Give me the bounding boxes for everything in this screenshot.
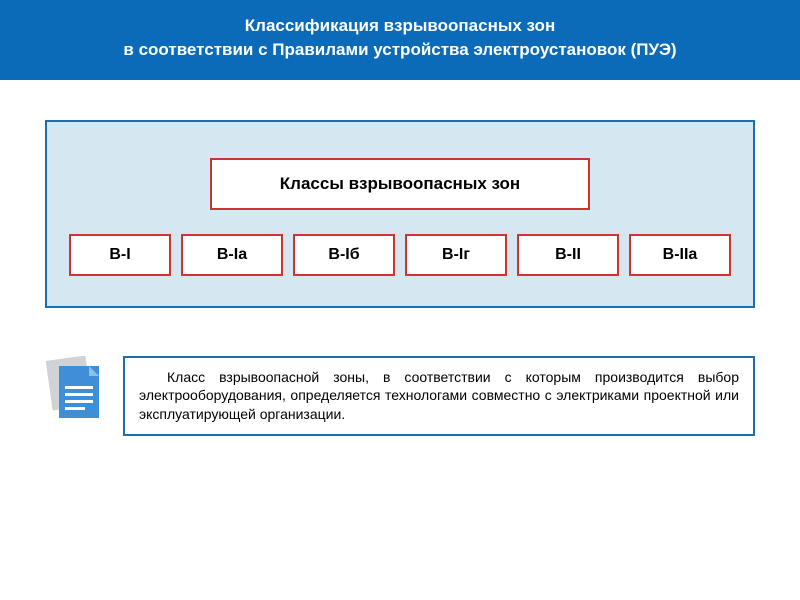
main-panel: Классы взрывоопасных зон В-I В-Iа В-Iб В… (45, 120, 755, 308)
header-line-2: в соответствии с Правилами устройства эл… (20, 38, 780, 62)
footer-area: Класс взрывоопасной зоны, в соответствии… (45, 356, 755, 437)
header-line-1: Классификация взрывоопасных зон (20, 14, 780, 38)
footer-text-box: Класс взрывоопасной зоны, в соответствии… (123, 356, 755, 437)
class-box: В-Iа (181, 234, 283, 276)
class-box: В-I (69, 234, 171, 276)
class-box: В-Iг (405, 234, 507, 276)
class-box: В-Iб (293, 234, 395, 276)
class-box: В-IIа (629, 234, 731, 276)
footer-text: Класс взрывоопасной зоны, в соответствии… (139, 369, 739, 423)
document-icon (45, 356, 105, 422)
class-boxes-row: В-I В-Iа В-Iб В-Iг В-II В-IIа (69, 234, 731, 276)
classes-title-box: Классы взрывоопасных зон (210, 158, 590, 210)
header-banner: Классификация взрывоопасных зон в соотве… (0, 0, 800, 80)
class-box: В-II (517, 234, 619, 276)
